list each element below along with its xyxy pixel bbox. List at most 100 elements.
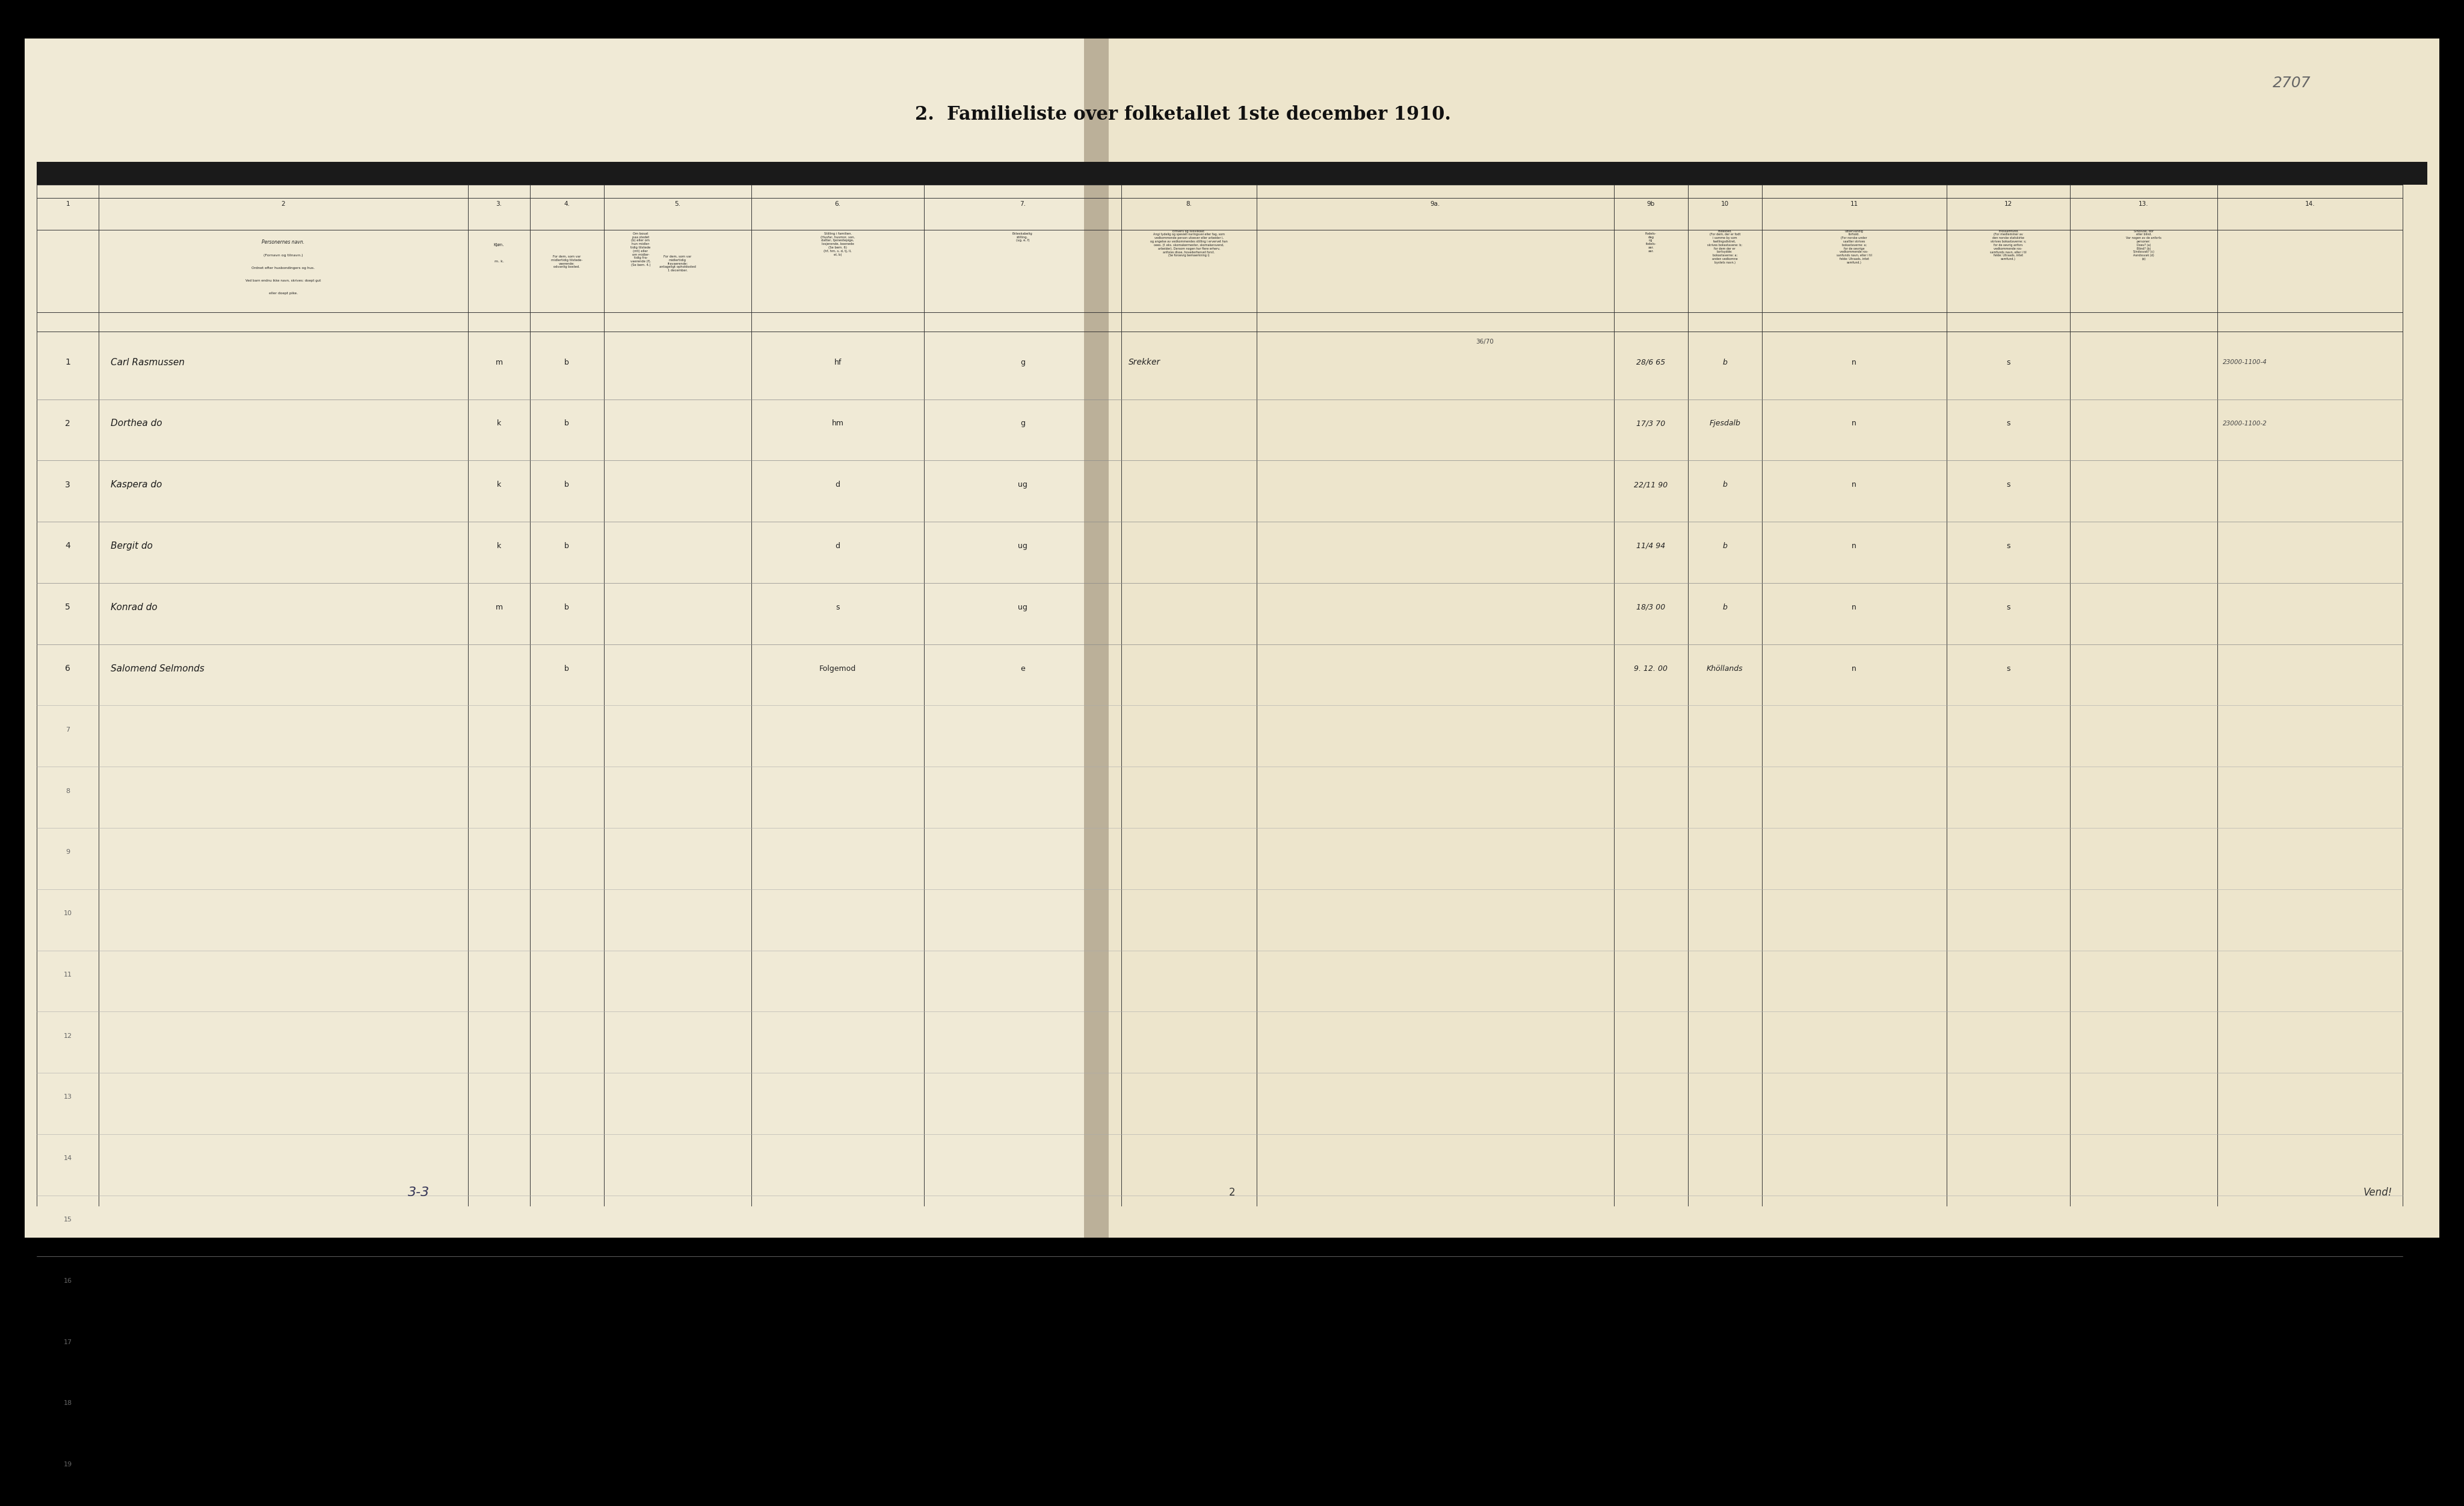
Text: b: b (1722, 542, 1727, 550)
Text: n: n (1853, 358, 1855, 366)
Text: Vend!: Vend! (2363, 1187, 2393, 1199)
Text: 5.: 5. (675, 202, 680, 208)
Bar (25, 38, 1109, 1238)
Text: b: b (564, 604, 569, 611)
Text: Dorthea do: Dorthea do (111, 419, 163, 428)
Text: ug: ug (1018, 480, 1027, 488)
Text: m: m (495, 604, 503, 611)
Text: 9a.: 9a. (1432, 202, 1439, 208)
Text: Om bosat
paa stedet
(b) eller om
hun midler-
tidig tilstede
(mt) eller
om midler: Om bosat paa stedet (b) eller om hun mid… (631, 232, 650, 267)
Text: For dem, som var
midlertidig
fravaerende:
antageligt opholdssted
1 december.: For dem, som var midlertidig fravaerende… (660, 255, 695, 273)
Text: 14.: 14. (2304, 202, 2316, 208)
Text: 1: 1 (64, 358, 71, 366)
Text: 22/11 90: 22/11 90 (1634, 480, 1668, 488)
Text: s: s (2006, 664, 2011, 672)
Text: b: b (564, 480, 569, 488)
Text: 36/70: 36/70 (1476, 339, 1493, 345)
Text: k: k (498, 420, 500, 428)
Text: Ved barn endnu ikke navn, skrives: doept gut: Ved barn endnu ikke navn, skrives: doept… (246, 279, 320, 282)
Text: d: d (835, 542, 840, 550)
Text: d: d (835, 480, 840, 488)
Text: hf: hf (833, 358, 843, 366)
Text: 2707: 2707 (2272, 75, 2311, 90)
Text: s: s (2006, 480, 2011, 488)
Text: Fjesdalb: Fjesdalb (1710, 420, 1740, 428)
Text: 2: 2 (64, 419, 71, 428)
Text: 18/3 00: 18/3 00 (1636, 604, 1666, 611)
Text: 7.: 7. (1020, 202, 1025, 208)
Text: 18: 18 (64, 1401, 71, 1407)
Text: n: n (1853, 664, 1855, 672)
Text: 28/6 65: 28/6 65 (1636, 358, 1666, 366)
Text: For dem, som var
midlertidig tilstede-
vaerende:
odvanlig bosted.: For dem, som var midlertidig tilstede- v… (552, 255, 582, 268)
Text: Trrossamfund.
(For medlemmer av
den norske statskirke
skrives bokastaverne: s;
f: Trrossamfund. (For medlemmer av den nors… (1991, 229, 2025, 261)
Text: 9b: 9b (1646, 202, 1656, 208)
Text: Salomend Selmonds: Salomend Selmonds (111, 664, 205, 673)
Text: k: k (498, 480, 500, 488)
Text: g: g (1020, 358, 1025, 366)
Bar (1109, 38, 2439, 1238)
Text: 17/3 70: 17/3 70 (1636, 420, 1666, 428)
Text: 12: 12 (2003, 202, 2013, 208)
Text: hm: hm (833, 420, 843, 428)
Text: 14: 14 (64, 1155, 71, 1161)
Text: s: s (2006, 358, 2011, 366)
Text: Ekteskabelig
stilling.
(ug, e, f): Ekteskabelig stilling. (ug, e, f) (1013, 232, 1032, 242)
Text: Udservandig
forhold.
(For norske under
saatter skrives
bokastaverne: a;
for de o: Udservandig forhold. (For norske under s… (1836, 229, 1873, 264)
Text: 3-3: 3-3 (409, 1187, 429, 1199)
Text: 11: 11 (1850, 202, 1858, 208)
Text: m. k.: m. k. (495, 261, 503, 264)
Text: 11/4 94: 11/4 94 (1636, 542, 1666, 550)
Text: 12: 12 (64, 1033, 71, 1039)
Text: 4.: 4. (564, 202, 569, 208)
Text: eller doept pike.: eller doept pike. (269, 292, 298, 295)
Text: 19: 19 (64, 1461, 71, 1467)
Text: b: b (564, 542, 569, 550)
Text: Sinksvak, dor
eller blind.
Var nogen av de anforts
personer:
Doev? (a)
Blind? (b: Sinksvak, dor eller blind. Var nogen av … (2126, 229, 2161, 261)
Text: s: s (2006, 542, 2011, 550)
Text: b: b (564, 664, 569, 672)
Text: Carl Rasmussen: Carl Rasmussen (111, 358, 185, 367)
Text: s: s (835, 604, 840, 611)
Text: Kaspera do: Kaspera do (111, 480, 163, 489)
Text: Fodels-
dag
og
fodels-
aar.
aar.: Fodels- dag og fodels- aar. aar. (1646, 232, 1656, 253)
Text: n: n (1853, 542, 1855, 550)
Text: 2.  Familieliste over folketallet 1ste december 1910.: 2. Familieliste over folketallet 1ste de… (914, 105, 1451, 123)
Text: k: k (498, 542, 500, 550)
Text: b: b (564, 358, 569, 366)
Text: 7: 7 (67, 727, 69, 733)
Text: 10: 10 (64, 911, 71, 917)
Text: 16: 16 (64, 1277, 71, 1283)
Text: 13.: 13. (2139, 202, 2149, 208)
Text: m: m (495, 358, 503, 366)
Text: Folgemod: Folgemod (821, 664, 855, 672)
Text: e: e (1020, 664, 1025, 672)
Text: b: b (1722, 480, 1727, 488)
Text: Erhverv og livsvilkaar.
Angi tydelig og spesiell naringsvei eller fag, som
vedko: Erhverv og livsvilkaar. Angi tydelig og … (1151, 229, 1227, 258)
Text: ug: ug (1018, 604, 1027, 611)
Text: 10: 10 (1720, 202, 1730, 208)
Text: 6.: 6. (835, 202, 840, 208)
Text: s: s (2006, 420, 2011, 428)
Text: b: b (1722, 604, 1727, 611)
Text: Ordnet efter husbondingers og hus.: Ordnet efter husbondingers og hus. (251, 267, 315, 270)
Text: 8: 8 (67, 788, 69, 794)
Bar (1084, 38, 1109, 1238)
Text: g: g (1020, 420, 1025, 428)
Text: s: s (2006, 604, 2011, 611)
Text: 23000-1100-4: 23000-1100-4 (2223, 360, 2267, 366)
Text: 5: 5 (64, 602, 71, 611)
Text: Fodested.
(For dem, der er fodt
i samme by som
taellingsdistret,
skrives bokasta: Fodested. (For dem, der er fodt i samme … (1708, 229, 1742, 264)
Text: 1: 1 (67, 202, 69, 208)
Text: 15: 15 (64, 1217, 71, 1223)
Text: Kjøn.: Kjøn. (493, 242, 505, 247)
Text: 17: 17 (64, 1339, 71, 1345)
Text: (Fornavn og tilnavn.): (Fornavn og tilnavn.) (264, 253, 303, 256)
Text: 23000-1100-2: 23000-1100-2 (2223, 420, 2267, 426)
Text: 9. 12. 00: 9. 12. 00 (1634, 664, 1668, 672)
Text: Personernes navn.: Personernes navn. (261, 239, 306, 245)
Text: Srekker: Srekker (1129, 358, 1161, 366)
Text: 6: 6 (64, 664, 71, 673)
Text: b: b (564, 420, 569, 428)
Text: Stilling i familien.
(Husfar, husmor, son,
datter, tjenestepige,
losjerende, boe: Stilling i familien. (Husfar, husmor, so… (821, 232, 855, 256)
